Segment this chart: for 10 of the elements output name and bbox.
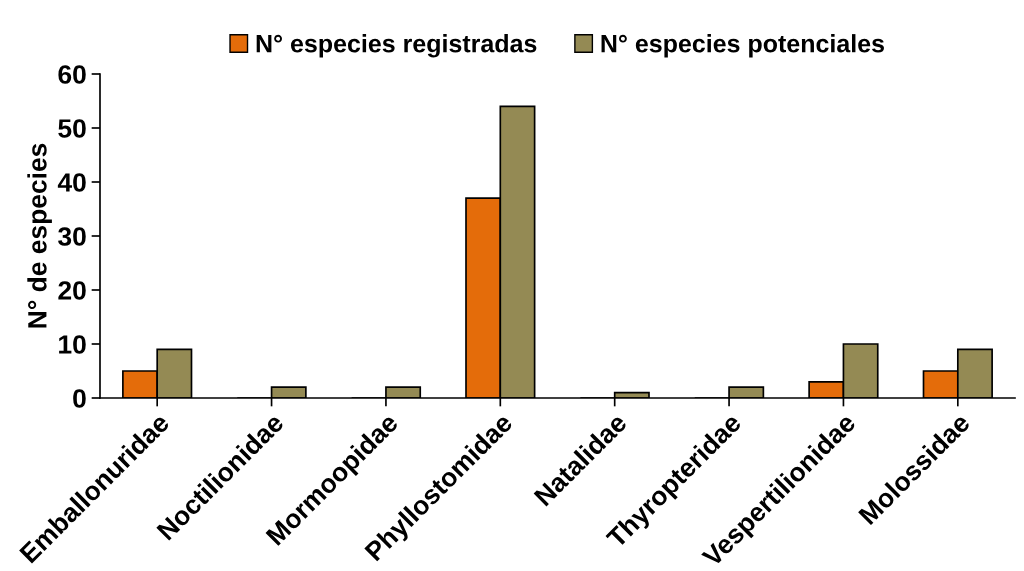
y-axis-title: N° de especies: [27, 143, 52, 328]
y-tick-label: 20: [58, 281, 86, 300]
y-tick-label: 50: [58, 119, 86, 138]
legend-label: N° especies registradas: [256, 34, 537, 58]
y-tick-label: 10: [59, 335, 86, 354]
y-tick-label: 40: [57, 173, 86, 192]
y-tick-label: 0: [73, 389, 86, 408]
y-tick-label: 60: [58, 65, 86, 84]
legend-label: N° especies potenciales: [601, 34, 884, 58]
y-tick-label: 30: [58, 227, 86, 246]
